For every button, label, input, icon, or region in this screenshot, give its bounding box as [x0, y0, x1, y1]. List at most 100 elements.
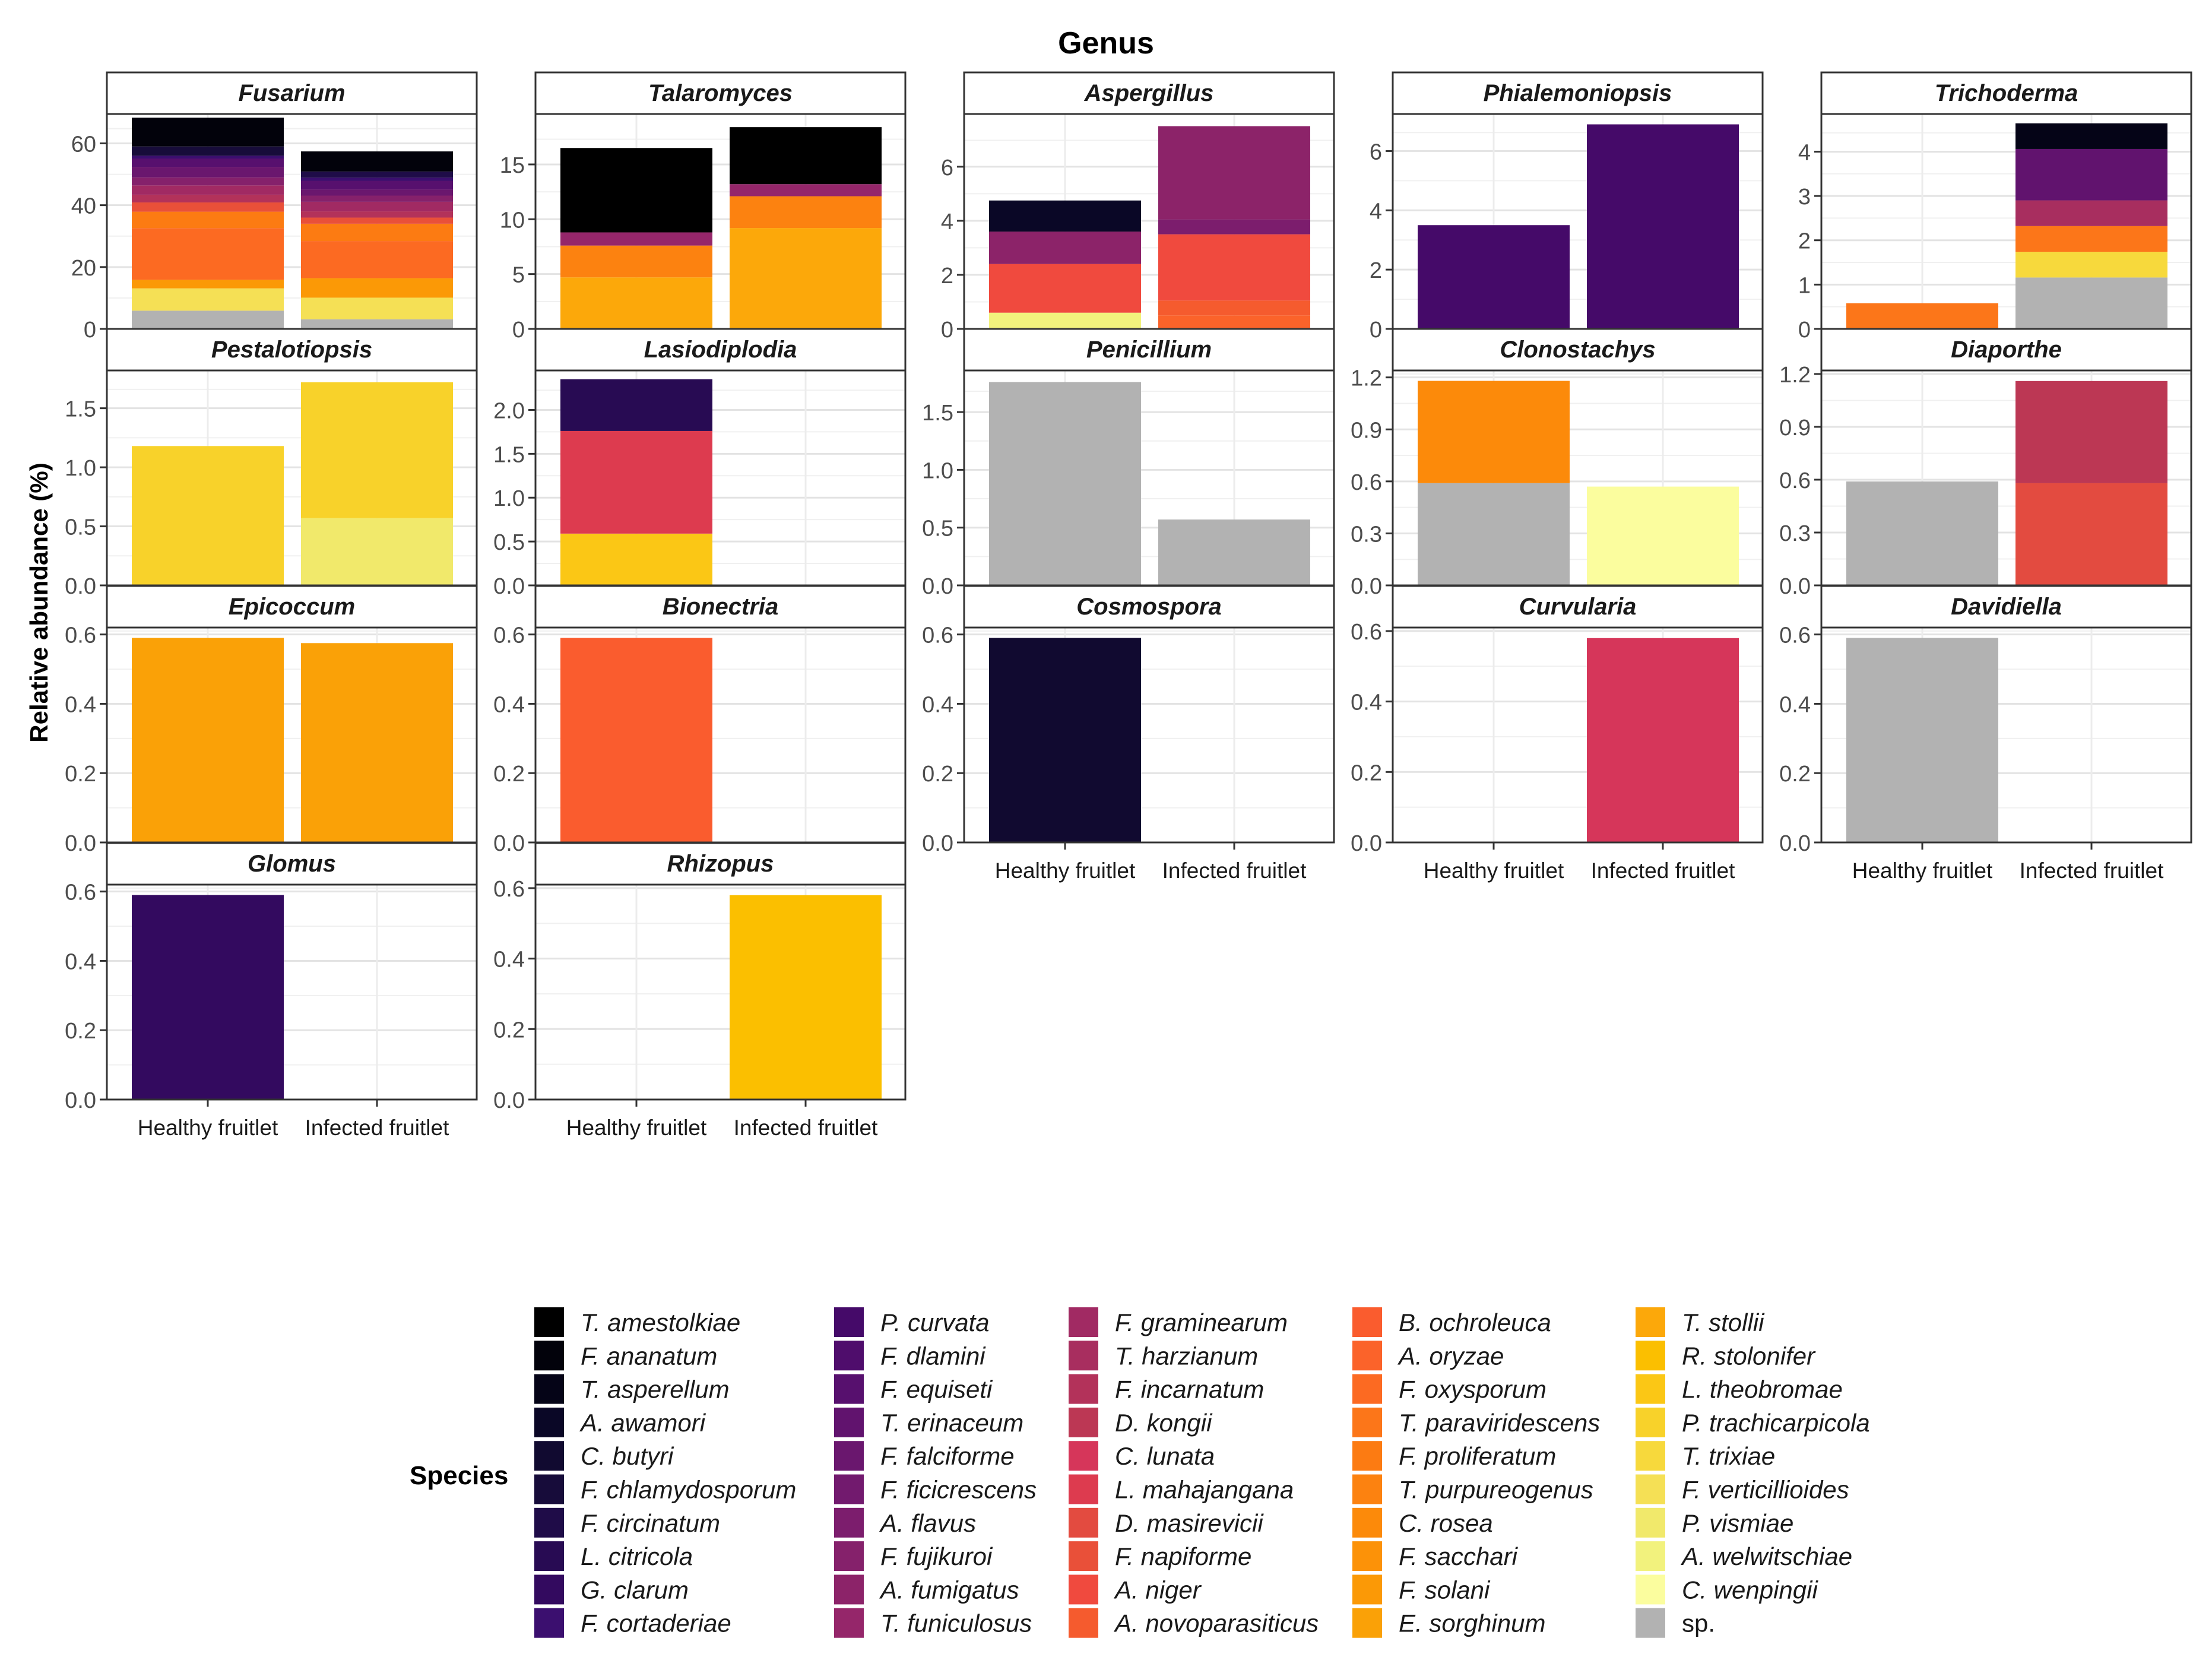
bar-segment-sp-infected-fruitlet [2015, 277, 2167, 329]
bar-segment-c-butyri-healthy-fruitlet [989, 638, 1141, 842]
legend-label-a-flavus: A. flavus [879, 1509, 976, 1537]
bar-segment-f-fujikuroi-healthy-fruitlet [132, 177, 284, 186]
legend-swatch-l-theobromae [1636, 1374, 1665, 1404]
legend-label-p-vismiae: P. vismiae [1682, 1509, 1793, 1537]
bar-segment-f-falciforme-healthy-fruitlet [132, 167, 284, 178]
panel-strip [106, 585, 478, 629]
y-tick-label: 6 [941, 156, 953, 180]
legend-label-l-mahajangana: L. mahajangana [1115, 1476, 1294, 1504]
bar-segment-sp-infected-fruitlet [301, 319, 453, 329]
panel-title: Clonostachys [1500, 337, 1655, 363]
y-tick-label: 0.6 [65, 880, 96, 905]
legend-swatch-d-masirevicii [1069, 1507, 1098, 1538]
legend-swatch-t-paraviridescens [1352, 1407, 1382, 1437]
legend-swatch-a-niger [1069, 1574, 1098, 1605]
y-tick-label: 0 [1798, 318, 1811, 343]
legend-swatch-f-chlamydosporum [534, 1474, 564, 1504]
y-tick-label: 2 [941, 264, 953, 289]
legend-swatch-f-ficicrescens [834, 1474, 864, 1504]
bar-segment-f-chlamydosporum-healthy-fruitlet [132, 146, 284, 156]
bar-segment-sp-healthy-fruitlet [1846, 481, 1998, 585]
legend-swatch-p-trachicarpicola [1636, 1407, 1665, 1437]
panel-strip [534, 842, 907, 886]
legend-swatch-l-mahajangana [1069, 1474, 1098, 1504]
y-tick-label: 0.6 [922, 623, 953, 648]
legend-swatch-t-harzianum [1069, 1341, 1098, 1371]
y-tick-label: 3 [1798, 185, 1811, 210]
legend-swatch-f-graminearum [1069, 1307, 1098, 1337]
legend-swatch-f-circinatum [534, 1507, 564, 1538]
bar-segment-a-welwitschiae-healthy-fruitlet [989, 312, 1141, 329]
panel-title: Trichoderma [1935, 80, 2078, 106]
y-tick-label: 0.6 [1779, 468, 1811, 493]
panel-penicillium: Penicillium 0.0 0.5 1.0 1.5 [922, 328, 1335, 599]
bar-segment-f-fujikuroi-infected-fruitlet [301, 195, 453, 202]
y-tick-label: 0 [84, 318, 96, 343]
panel-phialemoniopsis: Phialemoniopsis 0 2 4 6 [1370, 71, 1764, 343]
y-tick-label: 0.2 [1351, 761, 1382, 785]
legend-label-t-amestolkiae: T. amestolkiae [581, 1309, 740, 1336]
legend-swatch-f-incarnatum [1069, 1374, 1098, 1404]
panel-title: Rhizopus [667, 851, 774, 877]
y-tick-label: 0.4 [65, 949, 96, 974]
panel-diaporthe: Diaporthe 0.0 0.3 0.6 0.9 1.2 [1779, 328, 2192, 599]
legend-label-f-incarnatum: F. incarnatum [1115, 1376, 1264, 1403]
y-tick-label: 1.5 [65, 397, 96, 422]
y-tick-label: 4 [1370, 199, 1382, 224]
legend-swatch-b-ochroleuca [1352, 1307, 1382, 1337]
legend-label-a-novoparasiticus: A. novoparasiticus [1113, 1610, 1319, 1637]
bar-segment-p-vismiae-infected-fruitlet [301, 518, 453, 585]
bar-segment-f-equiseti-healthy-fruitlet [132, 159, 284, 167]
bar-segment-d-kongii-infected-fruitlet [2015, 381, 2167, 483]
legend-label-t-funiculosus: T. funiculosus [880, 1610, 1032, 1637]
panel-title: Phialemoniopsis [1484, 80, 1672, 106]
panel-bionectria: Bionectria 0.0 0.2 0.4 0.6 [493, 585, 907, 856]
y-axis-label: Relative abundance (%) [25, 462, 53, 742]
bar-segment-t-asperellum-infected-fruitlet [2015, 123, 2167, 149]
y-tick-label: 0 [1370, 318, 1382, 343]
legend-swatch-a-welwitschiae [1636, 1541, 1665, 1572]
y-tick-label: 0.0 [1351, 574, 1382, 599]
y-tick-label: 0.0 [65, 1088, 96, 1113]
legend-swatch-a-oryzae [1352, 1341, 1382, 1371]
bar-segment-a-awamori-healthy-fruitlet [989, 200, 1141, 232]
bar-segment-f-ananatum-healthy-fruitlet [132, 118, 284, 147]
panel-talaromyces: Talaromyces 0 5 10 15 [500, 71, 907, 343]
panel-clonostachys: Clonostachys 0.0 0.3 0.6 0.9 1.2 [1351, 328, 1764, 599]
legend-swatch-f-ananatum [534, 1341, 564, 1371]
legend-swatch-p-curvata [834, 1307, 864, 1337]
bar-segment-c-lunata-infected-fruitlet [1587, 638, 1739, 842]
legend-label-g-clarum: G. clarum [581, 1576, 689, 1604]
y-tick-label: 0.9 [1779, 416, 1811, 441]
legend-label-t-harzianum: T. harzianum [1115, 1342, 1258, 1370]
legend-swatch-f-equiseti [834, 1374, 864, 1404]
chart-title: Genus [1058, 26, 1154, 61]
legend-swatch-f-solani [1352, 1574, 1382, 1605]
bar-segment-a-niger-healthy-fruitlet [989, 264, 1141, 313]
panel-strip [1392, 328, 1764, 372]
bar-segment-t-stollii-infected-fruitlet [730, 228, 882, 329]
legend-label-d-masirevicii: D. masirevicii [1115, 1509, 1264, 1537]
bar-segment-f-cortaderiae-infected-fruitlet [301, 178, 453, 181]
legend-label-p-curvata: P. curvata [880, 1309, 990, 1336]
legend-swatch-t-amestolkiae [534, 1307, 564, 1337]
legend-label-f-ficicrescens: F. ficicrescens [880, 1476, 1037, 1504]
panel-title: Glomus [248, 851, 336, 877]
y-tick-label: 0.4 [493, 692, 525, 717]
bar-segment-t-amestolkiae-healthy-fruitlet [560, 148, 712, 233]
legend-swatch-f-proliferatum [1352, 1441, 1382, 1471]
y-tick-label: 0.0 [65, 831, 96, 856]
legend-label-c-wenpingii: C. wenpingii [1682, 1576, 1818, 1604]
y-tick-label: 15 [500, 153, 525, 178]
bar-segment-p-trachicarpicola-infected-fruitlet [301, 382, 453, 518]
legend-label-d-kongii: D. kongii [1115, 1409, 1213, 1437]
panel-title: Bionectria [663, 594, 779, 620]
panel-rhizopus: Rhizopus 0.0 0.2 0.4 0.6 Healthy fruitlet Infe… [493, 842, 907, 1140]
bar-segment-l-theobromae-healthy-fruitlet [560, 533, 712, 585]
y-tick-label: 5 [512, 263, 525, 288]
legend-swatch-a-flavus [834, 1507, 864, 1538]
legend-label-f-falciforme: F. falciforme [880, 1442, 1015, 1470]
y-tick-label: 1.5 [493, 442, 525, 467]
bar-segment-c-rosea-healthy-fruitlet [1418, 381, 1570, 483]
legend-label-a-niger: A. niger [1113, 1576, 1202, 1604]
